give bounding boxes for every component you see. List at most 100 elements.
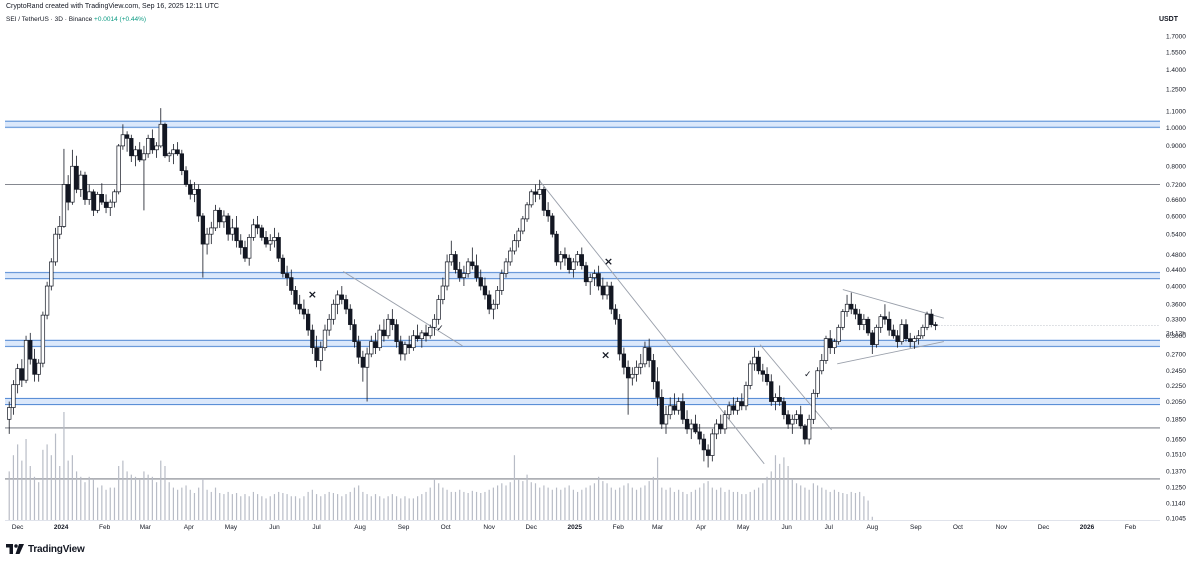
price-tick-label: 1.0000: [1166, 125, 1186, 132]
time-tick-label: Apr: [184, 524, 195, 531]
candle-down: [617, 318, 622, 355]
candle-up: [630, 373, 635, 379]
candle-up: [167, 153, 172, 157]
candle-up: [419, 332, 424, 340]
candle-up: [11, 384, 16, 408]
candle-down: [550, 215, 555, 235]
price-tick-label: 0.3300: [1166, 317, 1186, 324]
candle-down: [756, 356, 761, 372]
candle-up: [832, 341, 837, 349]
candle-up: [15, 368, 20, 386]
candle-down: [470, 261, 475, 267]
time-tick-label: Nov: [996, 524, 1008, 531]
candle-up: [53, 233, 58, 263]
trendline: [342, 271, 463, 347]
candle-down: [705, 449, 711, 456]
candle-up: [819, 360, 824, 372]
price-axis[interactable]: 1.7000 1.5500 1.4000 1.2500 1.1000 1.0000 0.90…: [1166, 33, 1186, 522]
candle-down: [609, 285, 614, 310]
time-tick-label: Mar: [140, 524, 152, 531]
candle-up: [108, 201, 113, 208]
zone-band: [5, 120, 1160, 129]
candle-up: [112, 191, 117, 203]
candle-down: [234, 227, 239, 242]
candle-down: [870, 332, 875, 345]
price-tick-label: 0.8000: [1166, 164, 1186, 171]
symbol-legend[interactable]: SEI / TetherUS · 3D · Binance +0.0014 (+…: [6, 16, 146, 23]
time-tick-label: Dec: [1038, 524, 1050, 531]
price-tick-label: 0.4800: [1166, 252, 1186, 259]
candle-up: [727, 405, 732, 416]
candle-down: [175, 149, 180, 155]
candle-up: [823, 338, 829, 361]
time-tick-label: Jul: [825, 524, 834, 531]
candle-down: [137, 149, 142, 161]
candle-up: [171, 149, 176, 155]
candle-up: [524, 204, 530, 220]
candle-down: [238, 240, 243, 248]
candle-up: [588, 277, 593, 283]
candle-up: [461, 273, 467, 278]
symbol-name: SEI / TetherUS · 3D · Binance: [6, 16, 93, 23]
candle-down: [360, 356, 366, 368]
time-axis[interactable]: Dec 2024 Feb Mar Apr May Jun Jul Aug Sep Oct Nov Dec…: [5, 520, 1160, 532]
candle-up: [811, 392, 816, 420]
candles: [7, 108, 938, 468]
price-tick-label: 0.1510: [1166, 452, 1186, 459]
price-tick-label: 0.1250: [1166, 484, 1186, 491]
candle-down: [66, 184, 71, 203]
time-tick-label: Dec: [12, 524, 24, 531]
candle-down: [583, 265, 589, 283]
candle-down: [785, 414, 791, 425]
currency-label[interactable]: USDT: [1158, 16, 1178, 23]
candle-down: [19, 368, 24, 381]
candle-up: [369, 341, 374, 355]
candle-up: [815, 370, 820, 394]
candle-up: [268, 240, 273, 245]
candle-down: [647, 347, 652, 361]
candle-up: [520, 218, 526, 232]
candle-up: [377, 329, 382, 349]
time-tick-label: Sep: [398, 524, 410, 531]
annotations: × ✓ × × ✓: [308, 255, 812, 380]
candle-down: [718, 423, 723, 430]
candle-down: [188, 184, 193, 195]
time-tick-label: Dec: [525, 524, 537, 531]
candle-up: [444, 261, 450, 287]
candle-up: [836, 326, 841, 342]
candle-up: [676, 401, 681, 411]
tradingview-logo[interactable]: TradingView: [6, 541, 85, 557]
candle-down: [554, 233, 559, 263]
candle-down: [423, 332, 429, 337]
price-tick-label: 1.2500: [1166, 86, 1186, 93]
candle-down: [684, 418, 690, 430]
candle-up: [752, 356, 757, 365]
candle-down: [32, 358, 37, 375]
candle-up: [668, 405, 673, 416]
price-change: +0.0014 (+0.44%): [94, 16, 147, 23]
candle-up: [154, 145, 159, 151]
candle-down: [415, 335, 420, 340]
candle-up: [773, 397, 778, 402]
candle-up: [327, 318, 332, 331]
candle-down: [929, 313, 934, 325]
time-tick-label: 2025: [568, 524, 583, 531]
candle-up: [642, 347, 648, 365]
candle-down: [82, 174, 88, 200]
candle-down: [533, 191, 538, 195]
candle-up: [61, 184, 67, 227]
price-tick-label: 0.6000: [1166, 213, 1186, 220]
candle-down: [179, 153, 184, 171]
candle-up: [209, 227, 214, 235]
candle-down: [457, 269, 462, 278]
candle-up: [924, 313, 930, 328]
candle-down: [849, 303, 854, 310]
price-tick-label: 1.1000: [1166, 109, 1186, 116]
candle-down: [798, 414, 803, 427]
candle-up: [516, 230, 521, 242]
candle-up: [743, 385, 749, 407]
candle-up: [874, 326, 879, 345]
zone-band: [5, 397, 1160, 406]
candle-down: [760, 370, 765, 375]
